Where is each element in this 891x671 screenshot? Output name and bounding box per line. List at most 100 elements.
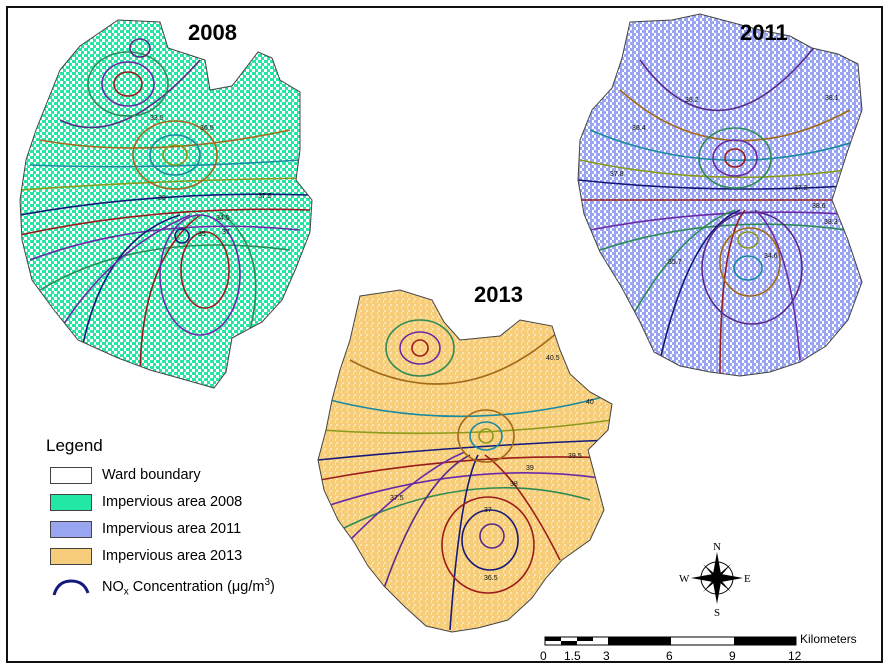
legend-label-nox: NOx Concentration (μg/m3) (102, 576, 275, 598)
compass-n: N (713, 541, 721, 553)
nox-contour-loop (457, 409, 515, 463)
contour-value-label: 36.5 (484, 575, 498, 582)
nox-contour-loop (724, 148, 746, 168)
nox-contour-line (599, 223, 861, 251)
contour-value-label: 38 (510, 481, 518, 488)
nox-contour-line (219, 211, 257, 331)
compass-arrow-ne (717, 564, 731, 578)
nox-contour-loop (479, 523, 505, 549)
contour-value-label: 36.5 (200, 125, 214, 132)
nox-contour-line (379, 454, 471, 601)
scale-bar: Kilometers 0 1.5 3 6 9 12 (540, 632, 857, 663)
contour-value-label: 40 (586, 399, 594, 406)
nox-contour-loop (180, 231, 230, 309)
nox-contour-line (754, 209, 801, 361)
nox-contour-loop (87, 51, 169, 117)
contour-value-label: 39 (158, 195, 166, 202)
legend-item-nox: NOx Concentration (μg/m3) (50, 577, 275, 597)
scale-tick-2: 3 (603, 649, 610, 663)
impervious-area-2011 (578, 14, 862, 376)
scale-seg-1 (545, 637, 561, 641)
nox-contour-line (20, 208, 311, 236)
scale-tick-0: 0 (540, 649, 547, 663)
scale-tick-5: 12 (788, 649, 802, 663)
contour-value-label: 38.6 (812, 203, 826, 210)
compass-w: W (679, 573, 690, 585)
nox-contour-loop (478, 428, 494, 444)
compass-rose: N S E W (679, 541, 751, 619)
nox-contour-loop (698, 127, 772, 189)
nox-contour-line (349, 329, 561, 385)
compass-s: S (714, 607, 720, 619)
nox-contour-loop (174, 228, 190, 244)
impervious-2013-swatch (50, 547, 92, 565)
nox-contour-loop (461, 509, 519, 571)
nox-contour-line (29, 159, 301, 168)
legend-item-ward-boundary: Ward boundary (50, 465, 201, 485)
nox-contour-line (659, 209, 741, 361)
nox-contour-loop (101, 61, 155, 107)
nox-contour-line (139, 214, 201, 381)
contour-value-label: 34.6 (764, 253, 778, 260)
nox-contour-loop (469, 421, 503, 451)
contour-value-label: 37 (222, 229, 230, 236)
nox-contour-line (329, 394, 611, 418)
nox-contour-line (579, 159, 861, 179)
nox-contour-loop (733, 255, 763, 281)
nox-contour-loop (737, 231, 759, 249)
legend-item-impervious-2008: Impervious area 2008 (50, 492, 242, 512)
nox-contour-loop (113, 71, 143, 97)
nox-contour-line (319, 419, 612, 435)
nox-contour-line (39, 244, 291, 291)
scale-tick-1: 1.5 (564, 649, 581, 663)
contour-value-label: 34.5 (216, 215, 230, 222)
contour-value-label: 33.5 (150, 115, 164, 122)
nox-contour-line (318, 439, 612, 461)
compass-e: E (744, 573, 751, 585)
nox-contour-line (20, 177, 311, 191)
scale-unit: Kilometers (800, 632, 857, 646)
map-2011: 38.2 38.1 38.4 37.8 37.2 38.6 38.3 35.7 34.6 201… (577, 13, 863, 377)
nox-contour-loop (399, 331, 441, 365)
nox-contour-loop (719, 227, 781, 297)
contour-value-label: 37 (484, 507, 492, 514)
nox-contours-2013: 40.5 40 39.5 39 38 37 37.5 36.5 (318, 319, 612, 631)
contour-value-label: 38.4 (632, 125, 646, 132)
contour-value-label: 37.5 (258, 193, 272, 200)
nox-contour-line (629, 209, 736, 321)
nox-contour-loop (159, 214, 241, 336)
legend-item-impervious-2011: Impervious area 2011 (50, 519, 241, 539)
compass-arrow-south (713, 578, 721, 604)
scale-seg-4 (608, 637, 671, 645)
contour-value-label: 35 (198, 231, 206, 238)
scale-tick-3: 6 (666, 649, 673, 663)
scale-seg-5 (734, 637, 796, 645)
nox-contour-line (59, 214, 191, 331)
year-label-2008: 2008 (188, 20, 237, 45)
compass-arrow-se (717, 578, 731, 592)
contour-value-label: 40.5 (546, 355, 560, 362)
nox-contour-line (589, 129, 861, 162)
nox-contour-line (719, 209, 746, 376)
nox-contour-loop (701, 211, 803, 325)
scale-seg-3 (577, 637, 593, 641)
nox-contour-line (39, 129, 291, 149)
contour-value-label: 38.2 (685, 97, 699, 104)
compass-arrow-sw (703, 578, 717, 592)
contour-value-label: 37.5 (390, 495, 404, 502)
impervious-2008-swatch (50, 493, 92, 511)
nox-contour-loop (385, 319, 455, 377)
legend-item-impervious-2013: Impervious area 2013 (50, 546, 242, 566)
legend-label: Impervious area 2013 (102, 548, 243, 564)
nox-contour-line (329, 472, 601, 506)
impervious-2011-swatch (50, 520, 92, 538)
nox-contour-line (449, 454, 479, 631)
nox-contour-line (29, 225, 301, 261)
legend-label: Impervious area 2011 (102, 521, 242, 537)
contour-value-label: 35.7 (668, 259, 682, 266)
nox-contours-2011: 38.2 38.1 38.4 37.8 37.2 38.6 38.3 35.7 34.6 (578, 39, 861, 376)
nox-contour-line (319, 456, 611, 481)
contour-value-label: 38.3 (824, 219, 838, 226)
scale-seg-2 (561, 641, 577, 645)
contour-value-label: 38.1 (825, 95, 839, 102)
